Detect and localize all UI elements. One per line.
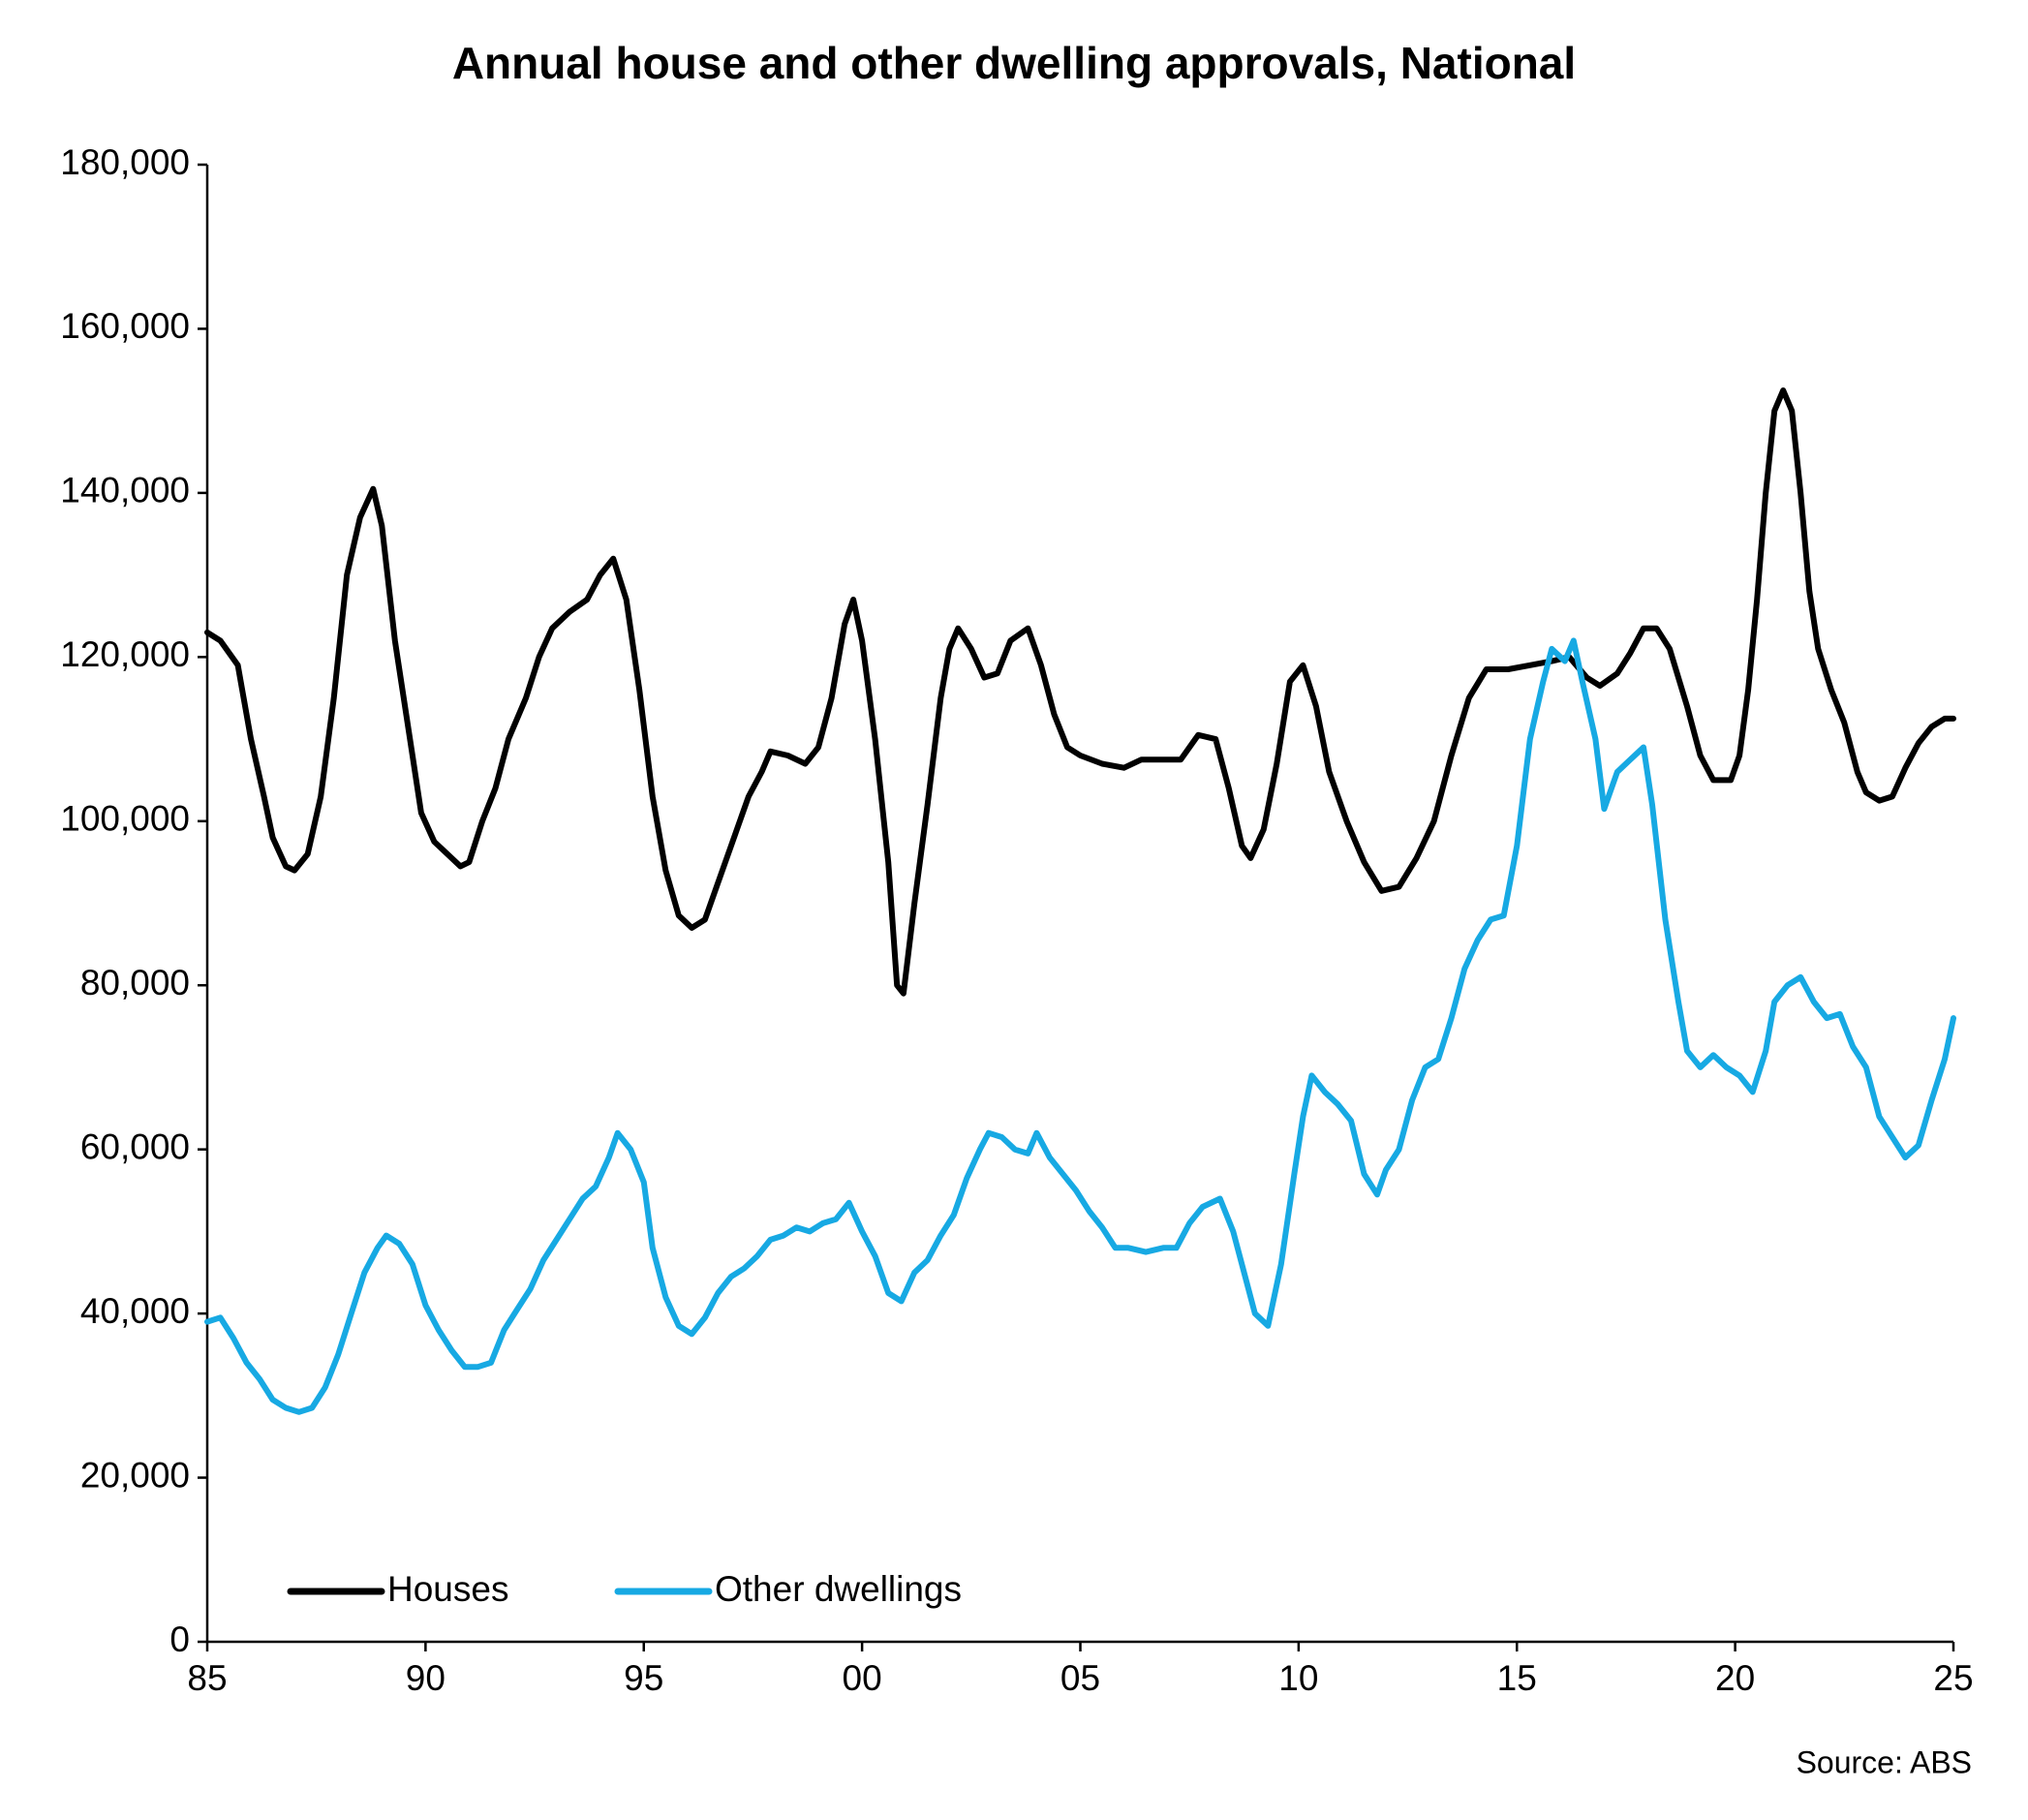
x-tick-label: 25 xyxy=(1933,1658,1973,1698)
x-tick-label: 95 xyxy=(624,1658,663,1698)
legend-label: Other dwellings xyxy=(715,1569,962,1609)
y-tick-label: 140,000 xyxy=(60,471,190,510)
series-line xyxy=(204,387,1956,997)
y-tick-label: 80,000 xyxy=(80,963,190,1003)
x-tick-label: 85 xyxy=(187,1658,227,1698)
x-tick-label: 05 xyxy=(1060,1658,1100,1698)
y-tick-label: 60,000 xyxy=(80,1126,190,1166)
source-note: Source: ABS xyxy=(1797,1744,1972,1779)
chart-title: Annual house and other dwelling approval… xyxy=(452,38,1576,88)
y-tick-label: 20,000 xyxy=(80,1455,190,1495)
y-tick-label: 100,000 xyxy=(60,799,190,839)
x-tick-label: 15 xyxy=(1497,1658,1537,1698)
y-tick-label: 160,000 xyxy=(60,306,190,346)
y-tick-label: 120,000 xyxy=(60,634,190,674)
x-tick-label: 00 xyxy=(843,1658,882,1698)
x-tick-label: 10 xyxy=(1278,1658,1318,1698)
legend-label: Houses xyxy=(387,1569,508,1609)
y-tick-label: 180,000 xyxy=(60,142,190,182)
y-tick-label: 0 xyxy=(169,1619,190,1659)
x-tick-label: 20 xyxy=(1715,1658,1755,1698)
series-line xyxy=(204,637,1956,1415)
x-tick-label: 90 xyxy=(406,1658,446,1698)
y-tick-label: 40,000 xyxy=(80,1291,190,1331)
